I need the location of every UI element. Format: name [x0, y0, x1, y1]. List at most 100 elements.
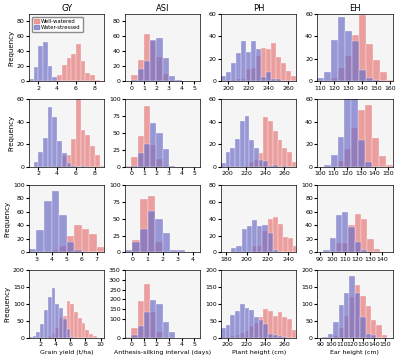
Bar [328, 334, 333, 338]
Bar [81, 61, 86, 81]
Bar [286, 71, 292, 81]
Bar [278, 312, 282, 338]
Bar [156, 304, 163, 338]
Bar [150, 300, 156, 338]
Bar [70, 336, 74, 338]
Bar [125, 337, 131, 338]
Bar [256, 56, 261, 81]
Bar [52, 333, 55, 338]
Bar [240, 121, 244, 167]
Bar [63, 319, 66, 338]
Bar [156, 38, 163, 81]
Bar [169, 165, 175, 167]
Bar [156, 159, 163, 167]
Bar [36, 332, 40, 338]
Bar [352, 35, 359, 81]
Bar [344, 90, 351, 167]
Bar [338, 68, 345, 81]
Bar [366, 44, 373, 81]
Title: ASI: ASI [156, 4, 170, 13]
Bar [71, 139, 76, 167]
Bar [261, 48, 266, 81]
Bar [236, 247, 242, 252]
Bar [48, 107, 52, 167]
Bar [365, 162, 372, 167]
Bar [292, 76, 296, 81]
Bar [358, 109, 365, 167]
Bar [148, 211, 155, 252]
Bar [330, 238, 336, 252]
Bar [86, 73, 90, 81]
Bar [155, 242, 163, 252]
Bar [34, 67, 38, 81]
Bar [374, 249, 380, 252]
Bar [278, 336, 282, 338]
Bar [264, 324, 268, 338]
Bar [169, 80, 175, 81]
Bar [59, 318, 63, 338]
Bar [345, 56, 352, 81]
Bar [282, 317, 287, 338]
Bar [52, 250, 59, 252]
Bar [252, 247, 257, 252]
Title: GY: GY [61, 4, 72, 13]
Bar [259, 153, 264, 167]
Bar [282, 166, 287, 167]
Bar [348, 225, 355, 252]
Bar [359, 15, 366, 81]
Bar [355, 242, 361, 252]
Bar [71, 166, 76, 167]
Bar [78, 318, 82, 338]
Bar [342, 243, 348, 252]
Bar [169, 76, 175, 81]
Bar [281, 64, 286, 81]
Bar [278, 224, 283, 252]
Bar [163, 149, 169, 167]
Bar [138, 301, 144, 338]
Bar [376, 325, 382, 338]
Bar [352, 41, 359, 81]
Bar [71, 53, 76, 81]
Bar [125, 250, 132, 252]
Bar [226, 166, 230, 167]
Bar [62, 153, 66, 167]
Bar [240, 303, 244, 338]
Bar [360, 296, 366, 338]
Bar [89, 334, 93, 338]
Bar [175, 80, 182, 81]
Bar [66, 242, 74, 252]
Bar [33, 336, 36, 338]
Bar [125, 251, 132, 252]
Bar [86, 331, 89, 338]
Bar [252, 219, 257, 252]
X-axis label: Ear height (cm): Ear height (cm) [330, 350, 379, 355]
Bar [379, 156, 386, 167]
Bar [62, 156, 66, 167]
Bar [351, 95, 358, 167]
Bar [344, 316, 349, 338]
Bar [138, 60, 144, 81]
Bar [125, 166, 131, 167]
Bar [249, 140, 254, 167]
Bar [221, 76, 226, 81]
Bar [372, 137, 379, 167]
Bar [221, 163, 226, 167]
Bar [52, 77, 57, 81]
Bar [358, 140, 365, 167]
Bar [231, 80, 236, 81]
Bar [132, 239, 140, 252]
Bar [257, 226, 262, 252]
Bar [292, 330, 296, 338]
Bar [226, 325, 230, 338]
Bar [44, 201, 52, 252]
Bar [144, 106, 150, 167]
Bar [257, 247, 262, 252]
Y-axis label: Frequency: Frequency [4, 201, 10, 237]
Bar [163, 233, 170, 252]
Bar [256, 49, 261, 81]
Bar [348, 227, 355, 252]
Bar [338, 161, 344, 167]
Bar [268, 311, 273, 338]
Bar [344, 149, 351, 167]
Bar [148, 196, 155, 252]
